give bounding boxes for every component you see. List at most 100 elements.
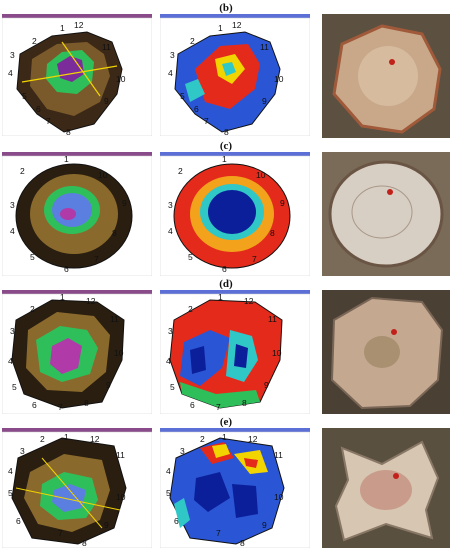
- sensor-number: 6: [190, 400, 195, 410]
- sensor-number: 8: [112, 228, 117, 238]
- sensor-number: 8: [270, 228, 275, 238]
- sensor-number: 12: [74, 20, 84, 30]
- sensor-number: 10: [116, 74, 126, 84]
- sensor-number: 11: [110, 314, 119, 324]
- sensor-number: 2: [30, 304, 35, 314]
- sensor-number: 3: [168, 200, 173, 210]
- sensor-number: 10: [116, 492, 126, 502]
- sensor-number: 10: [272, 348, 282, 358]
- sensor-number: 7: [204, 116, 209, 126]
- panel-label-c: (c): [219, 140, 233, 152]
- sensor-number: 11: [260, 42, 269, 52]
- panel-label-b: (b): [219, 2, 233, 14]
- sensor-number: 6: [222, 264, 227, 274]
- sensor-number: 3: [20, 446, 25, 456]
- sensor-number: 9: [122, 198, 127, 208]
- sensor-number: 11: [102, 42, 111, 52]
- panel-label-d: (d): [219, 278, 233, 290]
- sensor-number: 4: [168, 226, 173, 236]
- sensor-number: 7: [58, 402, 63, 412]
- stump-photo-e: [322, 428, 450, 553]
- sensor-number: 3: [170, 50, 175, 60]
- sensor-number: 12: [244, 296, 254, 306]
- sensor-number: 2: [200, 434, 205, 444]
- sensor-number: 9: [280, 198, 285, 208]
- sensor-number: 1: [60, 23, 65, 33]
- tomogram-right-d: 1 2 3 4 5 6 7 8 9 10 11 12: [160, 290, 310, 414]
- sensor-number: 5: [30, 252, 35, 262]
- sensor-number: 6: [64, 264, 69, 274]
- sensor-number: 8: [240, 538, 245, 548]
- sensor-number: 1: [222, 432, 227, 442]
- sensor-number: 3: [168, 326, 173, 336]
- sensor-number: 7: [252, 254, 257, 264]
- sensor-number: 4: [168, 68, 173, 78]
- stump-photo-c: [322, 152, 450, 281]
- sensor-number: 12: [86, 296, 96, 306]
- tomogram-left-d: 1 2 3 4 5 6 7 8 9 10 11 12: [2, 290, 152, 414]
- sensor-number: 9: [264, 380, 269, 390]
- sensor-number: 10: [274, 74, 284, 84]
- sensor-number: 12: [90, 434, 100, 444]
- sensor-number: 9: [104, 520, 109, 530]
- sensor-number: 7: [58, 528, 63, 538]
- sensor-number: 2: [190, 36, 195, 46]
- sensor-number: 8: [242, 398, 247, 408]
- panel-label-e: (e): [219, 416, 233, 428]
- sensor-number: 5: [180, 91, 185, 101]
- sensor-number: 9: [104, 96, 109, 106]
- sensor-number: 3: [10, 326, 15, 336]
- sensor-number: 5: [8, 488, 13, 498]
- sensor-number: 4: [8, 356, 13, 366]
- sensor-number: 10: [114, 348, 124, 358]
- sensor-number: 3: [180, 446, 185, 456]
- sensor-number: 5: [170, 382, 175, 392]
- sensor-number: 10: [256, 170, 266, 180]
- sensor-number: 5: [166, 488, 171, 498]
- sensor-number: 10: [98, 170, 108, 180]
- sensor-number: 1: [64, 432, 69, 442]
- sensor-number: 4: [8, 466, 13, 476]
- sensor-number: 5: [188, 252, 193, 262]
- sensor-number: 4: [166, 356, 171, 366]
- tomogram-right-b: 1 2 3 4 5 6 7 8 9 10 11 12: [160, 14, 310, 136]
- stump-photo-d: [322, 290, 450, 419]
- sensor-number: 12: [248, 434, 258, 444]
- sensor-number: 4: [10, 226, 15, 236]
- sensor-number: 12: [232, 20, 242, 30]
- sensor-number: 7: [46, 116, 51, 126]
- sensor-number: 11: [274, 450, 283, 460]
- sensor-number: 3: [10, 50, 15, 60]
- sensor-number: 11: [268, 314, 277, 324]
- tomogram-right-c: 1 2 3 4 5 6 7 8 9 10: [160, 152, 310, 276]
- sensor-number: 9: [262, 520, 267, 530]
- sensor-number: 1: [222, 154, 227, 164]
- sensor-number: 6: [32, 400, 37, 410]
- stump-photo-b: [322, 14, 450, 143]
- sensor-number: 2: [40, 434, 45, 444]
- sensor-number: 6: [16, 516, 21, 526]
- sensor-number: 2: [188, 304, 193, 314]
- sensor-number: 6: [36, 104, 41, 114]
- sensor-number: 5: [22, 91, 27, 101]
- sensor-number: 8: [224, 127, 229, 136]
- sensor-number: 5: [12, 382, 17, 392]
- sensor-number: 7: [94, 254, 99, 264]
- sensor-number: 8: [66, 127, 71, 136]
- sensor-number: 3: [10, 200, 15, 210]
- sensor-number: 4: [8, 68, 13, 78]
- sensor-number: 1: [218, 292, 223, 302]
- sensor-number: 10: [274, 492, 284, 502]
- sensor-number: 4: [166, 466, 171, 476]
- sensor-number: 7: [216, 402, 221, 412]
- sensor-number: 2: [178, 166, 183, 176]
- tomogram-left-c: 1 2 3 4 5 6 7 8 9 10: [2, 152, 152, 276]
- sensor-number: 8: [84, 398, 89, 408]
- sensor-number: 8: [82, 538, 87, 548]
- sensor-number: 7: [216, 528, 221, 538]
- sensor-number: 2: [20, 166, 25, 176]
- sensor-number: 2: [32, 36, 37, 46]
- sensor-number: 11: [116, 450, 125, 460]
- tomogram-left-e: 1 2 3 4 5 6 7 8 9 10 11 12: [2, 428, 152, 548]
- tomogram-left-b: 1 2 3 4 5 6 7 8 9 10 11 12: [2, 14, 152, 136]
